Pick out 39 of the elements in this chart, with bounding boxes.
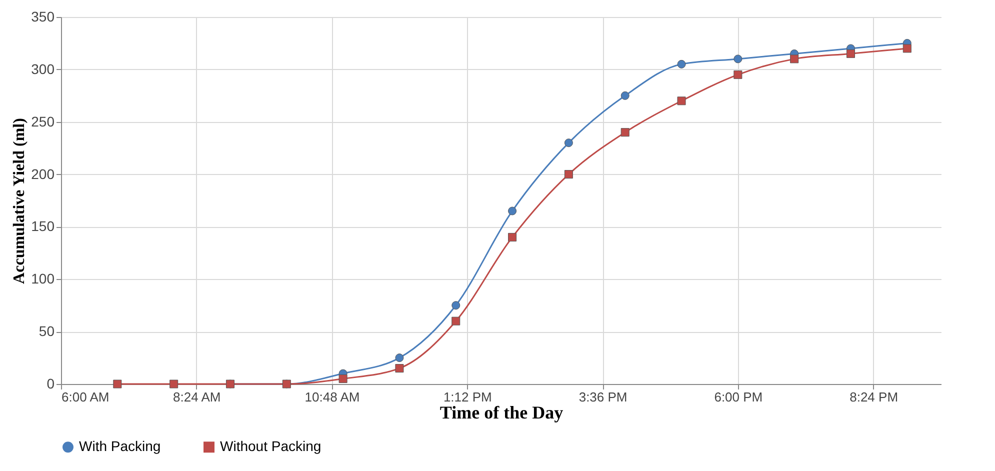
x-tick-label: 8:24 AM: [173, 390, 221, 404]
point: [902, 44, 912, 53]
point: [564, 138, 573, 148]
point: [338, 374, 348, 384]
y-tick-label: 0: [46, 376, 55, 392]
point: [677, 96, 686, 106]
y-tick-label: 50: [38, 323, 55, 340]
x-tick-label: 3:36 PM: [578, 390, 628, 404]
y-tick-label: 100: [31, 270, 55, 287]
point: [452, 316, 460, 326]
x-tick-label: 6:00 AM: [62, 390, 110, 404]
point: [395, 364, 404, 373]
point: [620, 128, 630, 137]
point: [790, 54, 799, 64]
point: [508, 206, 517, 216]
point: [452, 301, 460, 310]
legend-label: With Packing: [79, 438, 161, 454]
x-tick-label: 6:00 PM: [714, 390, 763, 404]
x-axis-title: Time of the Day: [440, 402, 564, 422]
x-tick-label: 8:24 PM: [850, 390, 898, 404]
point: [846, 49, 855, 58]
y-axis-title: Accumulative Yield (ml): [11, 118, 28, 284]
point: [734, 70, 742, 79]
x-tick-label: 10:48 AM: [304, 390, 360, 404]
point: [508, 232, 517, 242]
y-tick-label: 250: [31, 113, 55, 130]
y-tick-label: 150: [31, 218, 55, 234]
point: [620, 91, 630, 100]
point: [113, 380, 122, 388]
x-tick-label: 1:12 PM: [443, 390, 492, 404]
point: [170, 380, 178, 388]
y-tick-label: 300: [31, 60, 55, 77]
point: [734, 54, 742, 64]
legend-label: Without Packing: [220, 438, 322, 454]
y-tick-label: 200: [31, 166, 55, 182]
point: [395, 354, 404, 362]
y-tick-label: 350: [31, 8, 55, 24]
point: [564, 170, 573, 179]
point: [677, 60, 686, 68]
